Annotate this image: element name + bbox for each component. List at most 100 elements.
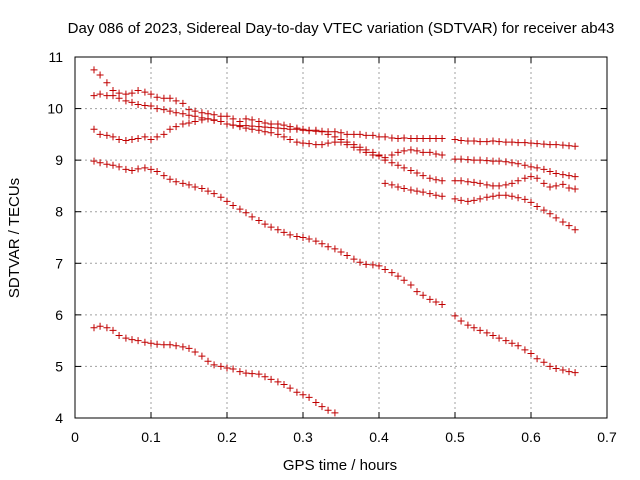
data-point <box>122 334 130 342</box>
data-point <box>508 339 516 347</box>
data-point <box>179 343 187 351</box>
data-point <box>533 174 541 182</box>
data-point <box>299 139 307 147</box>
data-point <box>147 339 155 347</box>
data-point <box>533 140 541 148</box>
data-point <box>318 403 326 411</box>
data-point <box>337 248 345 256</box>
data-point <box>134 134 142 142</box>
data-point <box>261 220 269 228</box>
data-point <box>571 185 579 193</box>
data-point <box>153 340 161 348</box>
data-point <box>559 218 567 226</box>
y-tick-label: 10 <box>47 101 63 117</box>
data-point <box>198 185 206 193</box>
data-point <box>552 364 560 372</box>
grid <box>75 57 607 418</box>
data-point <box>426 295 434 303</box>
data-point <box>147 90 155 98</box>
data-point <box>565 222 573 230</box>
data-point <box>369 148 377 156</box>
data-point <box>217 193 225 201</box>
data-point <box>400 134 408 142</box>
data-point <box>527 173 535 181</box>
data-point <box>115 331 123 339</box>
data-point <box>141 133 149 141</box>
data-point <box>508 138 516 146</box>
data-point <box>514 342 522 350</box>
data-point <box>559 141 567 149</box>
data-point <box>223 197 231 205</box>
data-point <box>533 164 541 172</box>
data-point <box>407 186 415 194</box>
data-point <box>343 130 351 138</box>
data-point <box>540 140 548 148</box>
data-point <box>179 120 187 128</box>
data-point <box>109 92 117 100</box>
data-point <box>514 160 522 168</box>
data-point <box>242 369 250 377</box>
series-satellite-8 <box>451 155 579 181</box>
data-point <box>274 226 282 234</box>
data-point <box>356 130 364 138</box>
data-point <box>546 362 554 370</box>
data-point <box>451 312 459 320</box>
data-point <box>210 361 218 369</box>
data-point <box>483 329 491 337</box>
data-point <box>388 151 396 159</box>
data-point <box>242 122 250 130</box>
data-point <box>229 202 237 210</box>
data-point <box>96 90 104 98</box>
data-point <box>470 156 478 164</box>
data-point <box>324 130 332 138</box>
data-point <box>521 174 529 182</box>
data-point <box>191 183 199 191</box>
data-point <box>495 138 503 146</box>
data-point <box>381 179 389 187</box>
data-point <box>134 165 142 173</box>
data-point <box>134 337 142 345</box>
data-point <box>476 195 484 203</box>
data-point <box>318 128 326 136</box>
x-tick-label: 0.4 <box>369 429 389 445</box>
data-point <box>96 159 104 167</box>
data-point <box>438 151 446 159</box>
data-point <box>571 226 579 234</box>
data-point <box>204 187 212 195</box>
data-point <box>508 159 516 167</box>
data-point <box>134 100 142 108</box>
data-point <box>343 252 351 260</box>
data-point <box>172 342 180 350</box>
data-point <box>521 139 529 147</box>
data-point <box>451 136 459 144</box>
data-point <box>438 177 446 185</box>
data-point <box>204 357 212 365</box>
data-point <box>134 87 142 95</box>
data-point <box>546 167 554 175</box>
data-point <box>286 125 294 133</box>
data-point <box>115 94 123 102</box>
data-point <box>489 137 497 145</box>
data-point <box>527 350 535 358</box>
data-point <box>103 92 111 100</box>
data-point <box>312 399 320 407</box>
data-point <box>166 107 174 115</box>
data-point <box>552 141 560 149</box>
data-point <box>514 177 522 185</box>
data-point <box>350 141 358 149</box>
data-point <box>540 358 548 366</box>
data-point <box>217 117 225 125</box>
data-point <box>350 255 358 263</box>
y-tick-label: 7 <box>55 255 63 271</box>
data-point <box>331 245 339 253</box>
data-point <box>546 210 554 218</box>
data-point <box>489 157 497 165</box>
data-point <box>229 365 237 373</box>
data-point <box>324 406 332 414</box>
data-point <box>571 173 579 181</box>
data-point <box>381 265 389 273</box>
data-point <box>559 180 567 188</box>
data-point <box>464 137 472 145</box>
series-satellite-4 <box>90 157 446 309</box>
data-point <box>160 341 168 349</box>
